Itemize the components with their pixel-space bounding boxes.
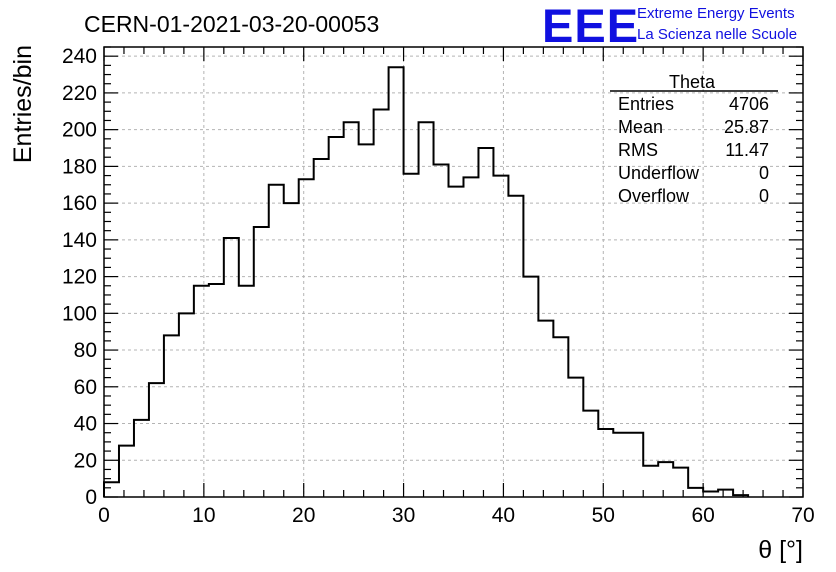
x-tick-label: 60: [691, 504, 714, 527]
histogram-bin: [209, 284, 224, 497]
stats-value: 11.47: [725, 140, 769, 160]
logo-line2: La Scienza nelle Scuole: [637, 26, 797, 43]
histogram-bin: [673, 468, 688, 497]
histogram-series: [103, 66, 750, 497]
stats-box-title: Theta: [669, 72, 716, 92]
y-tick-label: 80: [74, 339, 97, 362]
histogram-bin: [419, 122, 434, 497]
logo-mark: EEE: [542, 0, 639, 52]
histogram-bin: [374, 109, 389, 497]
histogram-bin: [179, 313, 194, 497]
y-tick-label: 0: [85, 486, 97, 509]
stats-label: Underflow: [618, 163, 700, 183]
x-axis-title: θ [°]: [758, 536, 803, 564]
histogram-bin: [284, 203, 299, 497]
histogram-bin: [508, 196, 523, 497]
y-axis-title: Entries/bin: [9, 45, 37, 163]
histogram-bin: [254, 227, 269, 497]
y-tick-label: 160: [62, 192, 97, 215]
histogram-bin: [523, 277, 538, 497]
histogram-outline: [103, 66, 750, 497]
grid-lines: [104, 47, 803, 497]
stats-value: 0: [759, 186, 769, 206]
plot-frame: [103, 46, 804, 498]
stats-value: 4706: [729, 94, 769, 114]
histogram-bin: [628, 433, 643, 497]
stats-rows: Entries 4706 Mean 25.87 RMS 11.47 Underflow 0 Ov…: [618, 94, 769, 206]
stats-value: 25.87: [724, 117, 769, 137]
histogram-bin: [658, 462, 673, 497]
y-tick-label: 220: [62, 82, 97, 105]
histogram-bin: [718, 490, 733, 497]
histogram-bin: [194, 286, 209, 497]
histogram-bin: [538, 321, 553, 497]
histogram-bin: [269, 185, 284, 497]
y-tick-label: 20: [74, 449, 97, 472]
histogram-bin: [104, 482, 119, 497]
histogram-bin: [434, 165, 449, 497]
stats-label: Entries: [618, 94, 674, 114]
histogram-bin: [449, 187, 464, 497]
histogram-bin: [314, 159, 329, 497]
histogram-bin: [344, 122, 359, 497]
histogram-bin: [299, 179, 314, 497]
y-tick-label: 200: [62, 119, 97, 142]
stats-label: Mean: [618, 117, 663, 137]
y-tick-labels: 0 20 40 60 80 100 120 140 160 180 200 220 240: [62, 45, 97, 509]
axes: [103, 46, 804, 498]
histogram-bin: [463, 177, 478, 497]
histogram-bin: [389, 67, 404, 497]
histogram-bin: [329, 137, 344, 497]
x-tick-label: 20: [292, 504, 315, 527]
x-tick-label: 50: [592, 504, 615, 527]
y-tick-label: 60: [74, 376, 97, 399]
chart-title: CERN-01-2021-03-20-00053: [84, 11, 379, 37]
histogram-bin: [583, 411, 598, 497]
histogram-bin: [493, 176, 508, 497]
x-tick-label: 30: [392, 504, 415, 527]
histogram-bin: [613, 433, 628, 497]
histogram-bin: [134, 420, 149, 497]
histogram-bin: [643, 466, 658, 497]
histogram-bin: [404, 174, 419, 497]
stats-box: Theta Entries 4706 Mean 25.87 RMS 11.47 Underf…: [610, 72, 778, 206]
histogram-bin: [478, 148, 493, 497]
histogram-bin: [568, 378, 583, 497]
stats-value: 0: [759, 163, 769, 183]
stats-label: Overflow: [618, 186, 690, 206]
y-tick-label: 180: [62, 155, 97, 178]
x-tick-label: 40: [492, 504, 515, 527]
logo-line1: Extreme Energy Events: [637, 5, 795, 22]
y-tick-label: 40: [74, 413, 97, 436]
histogram-bin: [239, 286, 254, 497]
x-tick-labels: 0 10 20 30 40 50 60 70: [98, 504, 815, 527]
y-tick-label: 240: [62, 45, 97, 68]
histogram-bin: [119, 446, 134, 497]
y-tick-label: 140: [62, 229, 97, 252]
histogram-bin: [553, 337, 568, 497]
x-tick-label: 10: [192, 504, 215, 527]
x-tick-label: 70: [791, 504, 814, 527]
histogram-bin: [359, 144, 374, 497]
y-tick-label: 100: [62, 302, 97, 325]
histogram-bin: [688, 488, 703, 497]
y-tick-label: 120: [62, 266, 97, 289]
histogram-bin: [598, 429, 613, 497]
histogram-bin: [164, 335, 179, 497]
x-tick-label: 0: [98, 504, 110, 527]
histogram-bin: [149, 383, 164, 497]
stats-label: RMS: [618, 140, 658, 160]
histogram-bin: [224, 238, 239, 497]
eee-logo: EEE Extreme Energy Events La Scienza nel…: [542, 0, 797, 52]
